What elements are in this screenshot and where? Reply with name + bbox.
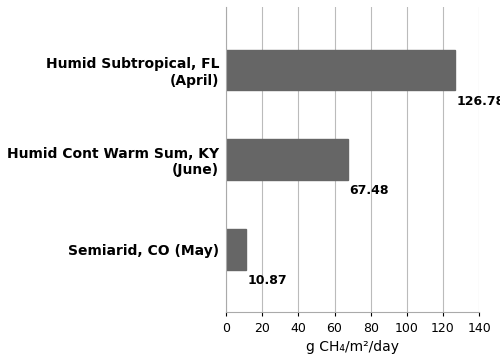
Text: 67.48: 67.48 — [350, 184, 389, 197]
Bar — [226, 229, 246, 270]
Text: 126.78: 126.78 — [456, 95, 500, 108]
Bar — [226, 139, 348, 180]
Bar — [226, 49, 456, 90]
X-axis label: g CH₄/m²/day: g CH₄/m²/day — [306, 340, 399, 354]
Text: 10.87: 10.87 — [247, 274, 286, 287]
